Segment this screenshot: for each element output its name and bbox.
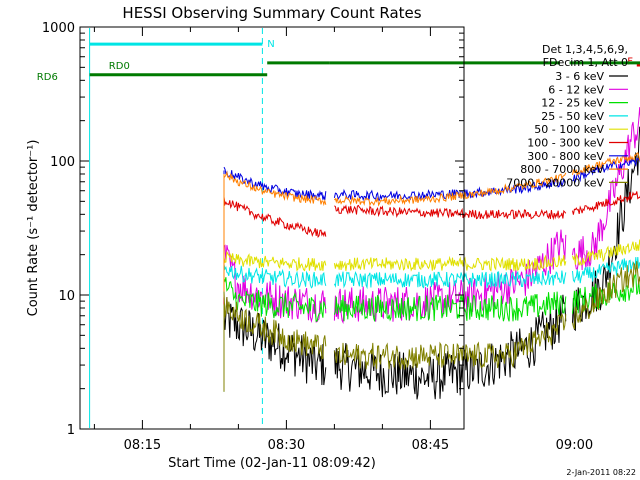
legend-header: Det 1,3,4,5,6,9, [542,43,628,56]
legend-entry-label: 800 - 7000 keV [520,163,604,176]
flag-label: RD6 [37,72,58,83]
legend-entry-label: 100 - 300 keV [527,137,604,150]
flag-label: N [267,39,274,50]
y-tick-label: 1000 [42,21,75,36]
series-line [223,157,640,294]
x-tick-label: 08:45 [412,438,449,453]
footer-timestamp: 2-Jan-2011 08:22 [566,468,636,477]
x-tick-label: 09:00 [556,438,593,453]
legend-entry-label: 7000 - 20000 keV [506,176,604,189]
legend: Det 1,3,4,5,6,9,FDecim 1, Att 03 - 6 keV… [506,43,628,189]
y-tick-label: 100 [50,155,75,170]
legend-entry-label: 50 - 100 keV [534,123,604,136]
series-line [223,191,640,323]
series-line [223,107,640,379]
series-line [223,273,640,392]
flag-label: RD0 [109,61,130,72]
plot-area: NFRD0RD6 [37,28,640,428]
legend-entry-label: 25 - 50 keV [541,110,604,123]
x-axis-label: Start Time (02-Jan-11 08:09:42) [168,456,376,471]
legend-entry-label: 6 - 12 keV [548,83,604,96]
series-line [223,261,640,392]
axes: 110100100008:1508:3008:4509:0009:1509:30… [42,21,593,453]
legend-entry-label: 3 - 6 keV [555,70,604,83]
legend-entry-label: 12 - 25 keV [541,97,604,110]
series-line [223,151,640,298]
plot-frame [79,26,465,430]
x-tick-label: 08:30 [268,438,305,453]
legend-header: FDecim 1, Att 0 [543,56,628,69]
legend-entry-label: 300 - 800 keV [527,150,604,163]
y-tick-label: 1 [67,423,75,438]
series-line [223,126,640,400]
chart-title: HESSI Observing Summary Count Rates [122,4,421,22]
y-tick-label: 10 [58,289,75,304]
x-tick-label: 08:15 [124,438,161,453]
series-line [223,239,640,381]
y-axis-label: Count Rate (s⁻¹ detector⁻¹) [26,140,41,317]
series-line [223,256,640,391]
